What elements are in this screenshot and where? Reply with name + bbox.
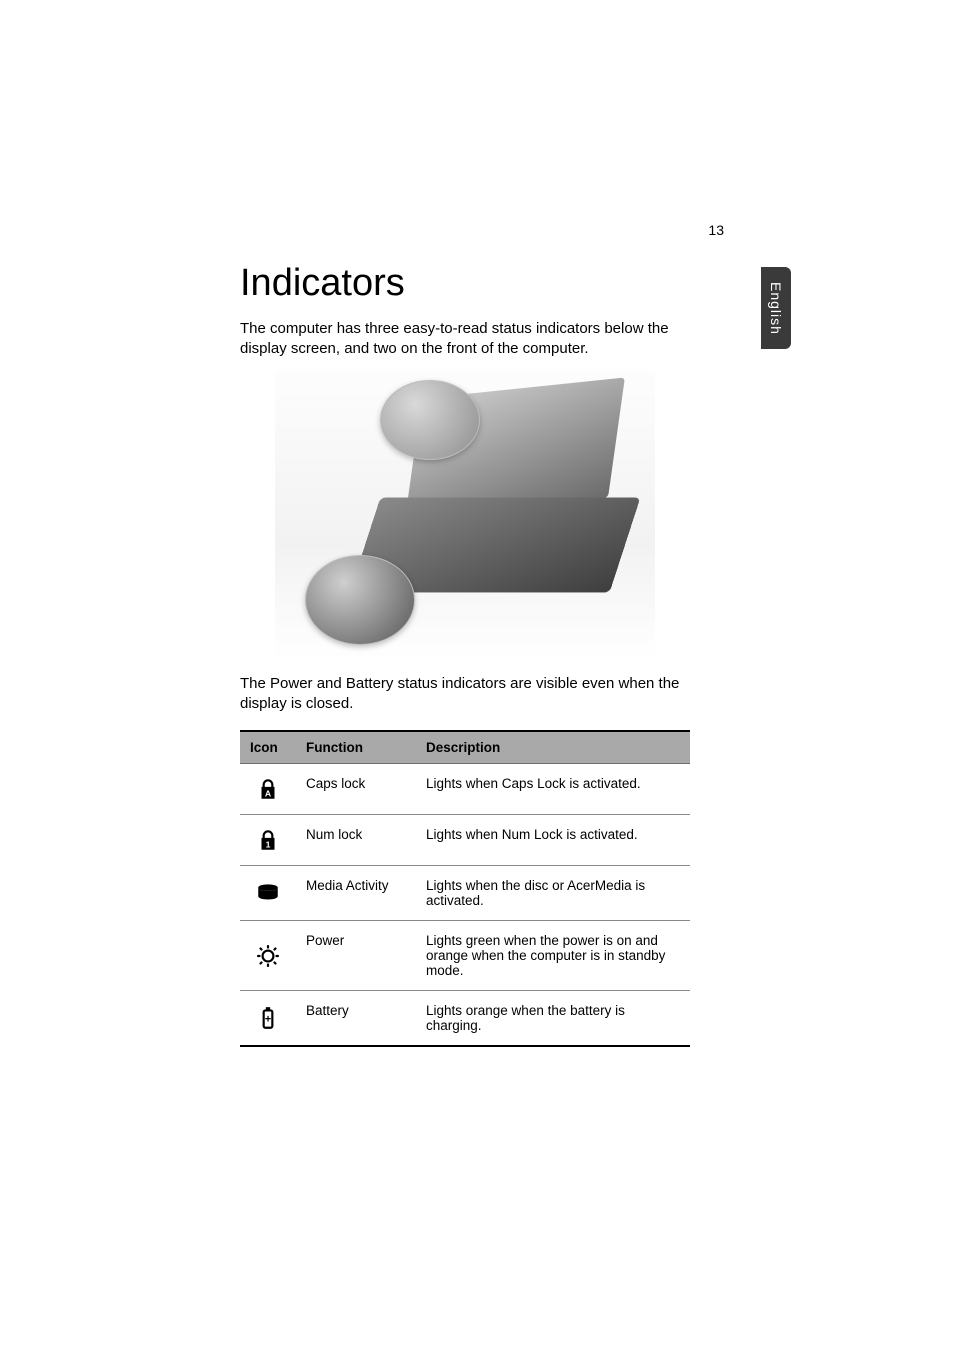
cell-function: Caps lock — [296, 764, 416, 815]
cell-function: Power — [296, 921, 416, 991]
svg-text:A: A — [265, 789, 272, 799]
cell-function: Media Activity — [296, 866, 416, 921]
language-tab-label: English — [768, 282, 784, 335]
manual-page: 13 English Indicators The computer has t… — [0, 0, 954, 1351]
table-row: 1 Num lock Lights when Num Lock is activ… — [240, 815, 690, 866]
cell-description: Lights when the disc or AcerMedia is act… — [416, 866, 690, 921]
svg-text:1: 1 — [266, 840, 271, 850]
closing-paragraph: The Power and Battery status indicators … — [240, 674, 690, 715]
table-row: Power Lights green when the power is on … — [240, 921, 690, 991]
table-row: + Battery Lights orange when the battery… — [240, 991, 690, 1047]
num-lock-icon: 1 — [240, 815, 296, 866]
power-icon — [240, 921, 296, 991]
zoom-callout-top-indicators — [380, 380, 480, 460]
table-row: A Caps lock Lights when Caps Lock is act… — [240, 764, 690, 815]
table-row: Media Activity Lights when the disc or A… — [240, 866, 690, 921]
cell-description: Lights orange when the battery is chargi… — [416, 991, 690, 1047]
cell-function: Num lock — [296, 815, 416, 866]
cell-description: Lights green when the power is on and or… — [416, 921, 690, 991]
zoom-callout-front-indicators — [305, 555, 415, 645]
table-header-row: Icon Function Description — [240, 731, 690, 764]
th-description: Description — [416, 731, 690, 764]
battery-icon: + — [240, 991, 296, 1047]
svg-text:+: + — [265, 1013, 271, 1025]
caps-lock-icon: A — [240, 764, 296, 815]
cell-function: Battery — [296, 991, 416, 1047]
page-title: Indicators — [240, 262, 690, 305]
th-function: Function — [296, 731, 416, 764]
th-icon: Icon — [240, 731, 296, 764]
page-content: Indicators The computer has three easy-t… — [240, 262, 690, 1047]
laptop-indicators-figure — [275, 370, 655, 660]
media-icon — [240, 866, 296, 921]
cell-description: Lights when Num Lock is activated. — [416, 815, 690, 866]
intro-paragraph: The computer has three easy-to-read stat… — [240, 319, 690, 360]
indicator-table: Icon Function Description A Caps lock Li… — [240, 730, 690, 1047]
language-tab: English — [761, 267, 791, 349]
page-number: 13 — [708, 222, 724, 238]
cell-description: Lights when Caps Lock is activated. — [416, 764, 690, 815]
